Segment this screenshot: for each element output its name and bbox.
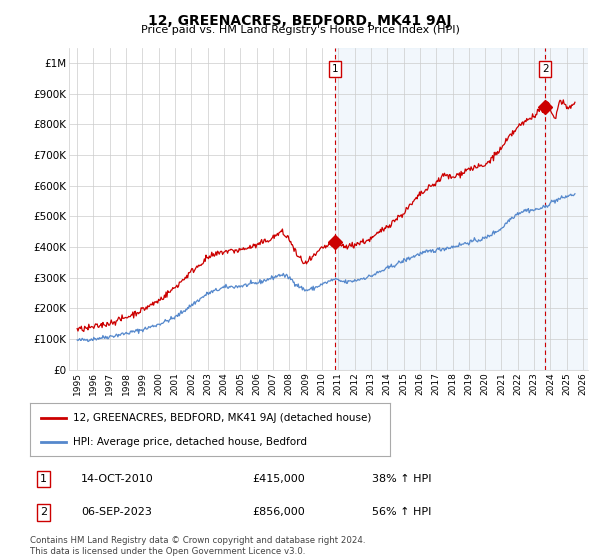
Text: 56% ↑ HPI: 56% ↑ HPI	[372, 507, 431, 517]
Text: 06-SEP-2023: 06-SEP-2023	[81, 507, 152, 517]
Bar	[335, 48, 545, 370]
Text: 2: 2	[40, 507, 47, 517]
Text: 1: 1	[332, 64, 338, 74]
Text: Contains HM Land Registry data © Crown copyright and database right 2024.
This d: Contains HM Land Registry data © Crown c…	[30, 536, 365, 556]
Text: 1: 1	[40, 474, 47, 484]
Text: 12, GREENACRES, BEDFORD, MK41 9AJ (detached house): 12, GREENACRES, BEDFORD, MK41 9AJ (detac…	[73, 413, 371, 423]
Text: 38% ↑ HPI: 38% ↑ HPI	[372, 474, 431, 484]
Text: 2: 2	[542, 64, 548, 74]
Text: £856,000: £856,000	[252, 507, 305, 517]
Text: HPI: Average price, detached house, Bedford: HPI: Average price, detached house, Bedf…	[73, 436, 307, 446]
Text: 12, GREENACRES, BEDFORD, MK41 9AJ: 12, GREENACRES, BEDFORD, MK41 9AJ	[148, 14, 452, 28]
Text: Price paid vs. HM Land Registry's House Price Index (HPI): Price paid vs. HM Land Registry's House …	[140, 25, 460, 35]
Text: £415,000: £415,000	[252, 474, 305, 484]
Text: 14-OCT-2010: 14-OCT-2010	[81, 474, 154, 484]
Bar	[545, 48, 591, 370]
